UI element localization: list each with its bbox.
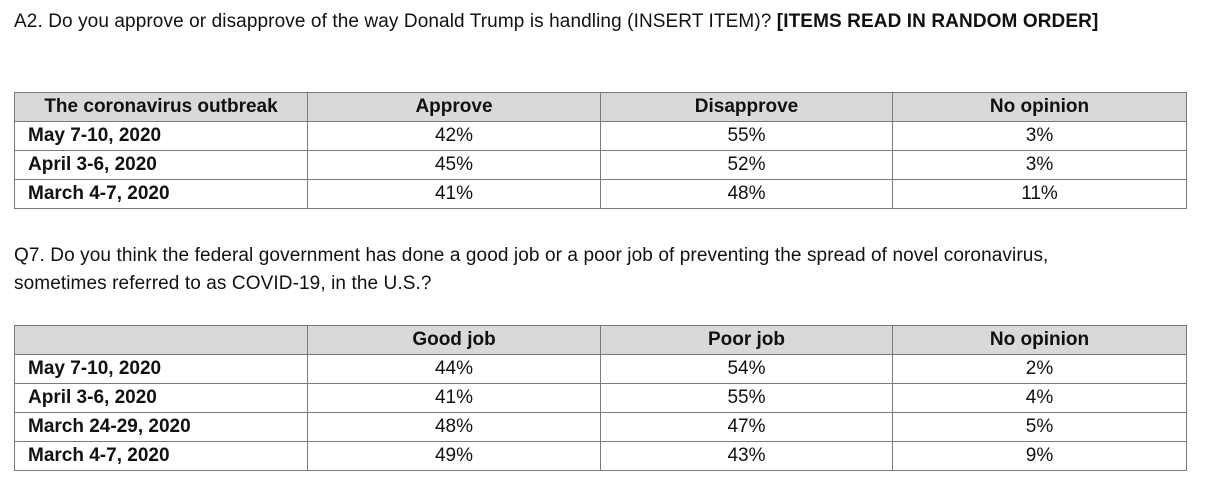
cell-no-opinion: 4% [892,383,1187,413]
cell-no-opinion: 11% [892,179,1187,209]
cell-approve: 45% [307,150,601,180]
header-item: The coronavirus outbreak [14,92,308,122]
table-row: March 4-7, 2020 41% 48% 11% [14,179,1187,209]
table-header-row: The coronavirus outbreak Approve Disappr… [14,92,1187,122]
cell-good-job: 41% [307,383,601,413]
cell-no-opinion: 5% [892,412,1187,442]
cell-disapprove: 48% [600,179,893,209]
row-date: April 3-6, 2020 [14,383,308,413]
row-date: May 7-10, 2020 [14,121,308,151]
question-q7-text: Q7. Do you think the federal government … [14,245,1049,294]
question-a2-instruction: [ITEMS READ IN RANDOM ORDER] [776,11,1099,32]
header-approve: Approve [307,92,601,122]
cell-good-job: 44% [307,354,601,384]
header-good-job: Good job [307,325,601,355]
row-date: May 7-10, 2020 [14,354,308,384]
table-row: April 3-6, 2020 41% 55% 4% [14,383,1187,413]
header-no-opinion: No opinion [892,325,1187,355]
cell-disapprove: 52% [600,150,893,180]
cell-no-opinion: 9% [892,441,1187,471]
federal-job-table: Good job Poor job No opinion May 7-10, 2… [14,325,1187,471]
table-row: May 7-10, 2020 42% 55% 3% [14,121,1187,151]
cell-good-job: 49% [307,441,601,471]
cell-poor-job: 54% [600,354,893,384]
cell-approve: 42% [307,121,601,151]
row-date: April 3-6, 2020 [14,150,308,180]
cell-good-job: 48% [307,412,601,442]
cell-poor-job: 55% [600,383,893,413]
question-q7: Q7. Do you think the federal government … [14,242,1134,298]
header-poor-job: Poor job [600,325,893,355]
header-no-opinion: No opinion [892,92,1187,122]
table-row: May 7-10, 2020 44% 54% 2% [14,354,1187,384]
cell-no-opinion: 3% [892,150,1187,180]
approval-table: The coronavirus outbreak Approve Disappr… [14,92,1187,209]
cell-poor-job: 43% [600,441,893,471]
header-disapprove: Disapprove [600,92,893,122]
cell-poor-job: 47% [600,412,893,442]
row-date: March 4-7, 2020 [14,179,308,209]
header-empty [14,325,308,355]
table-header-row: Good job Poor job No opinion [14,325,1187,355]
cell-disapprove: 55% [600,121,893,151]
question-a2: A2. Do you approve or disapprove of the … [14,8,1134,36]
row-date: March 24-29, 2020 [14,412,308,442]
table-row: April 3-6, 2020 45% 52% 3% [14,150,1187,180]
cell-no-opinion: 3% [892,121,1187,151]
cell-no-opinion: 2% [892,354,1187,384]
table-row: March 24-29, 2020 48% 47% 5% [14,412,1187,442]
table-row: March 4-7, 2020 49% 43% 9% [14,441,1187,471]
cell-approve: 41% [307,179,601,209]
row-date: March 4-7, 2020 [14,441,308,471]
question-a2-text: A2. Do you approve or disapprove of the … [14,11,777,32]
